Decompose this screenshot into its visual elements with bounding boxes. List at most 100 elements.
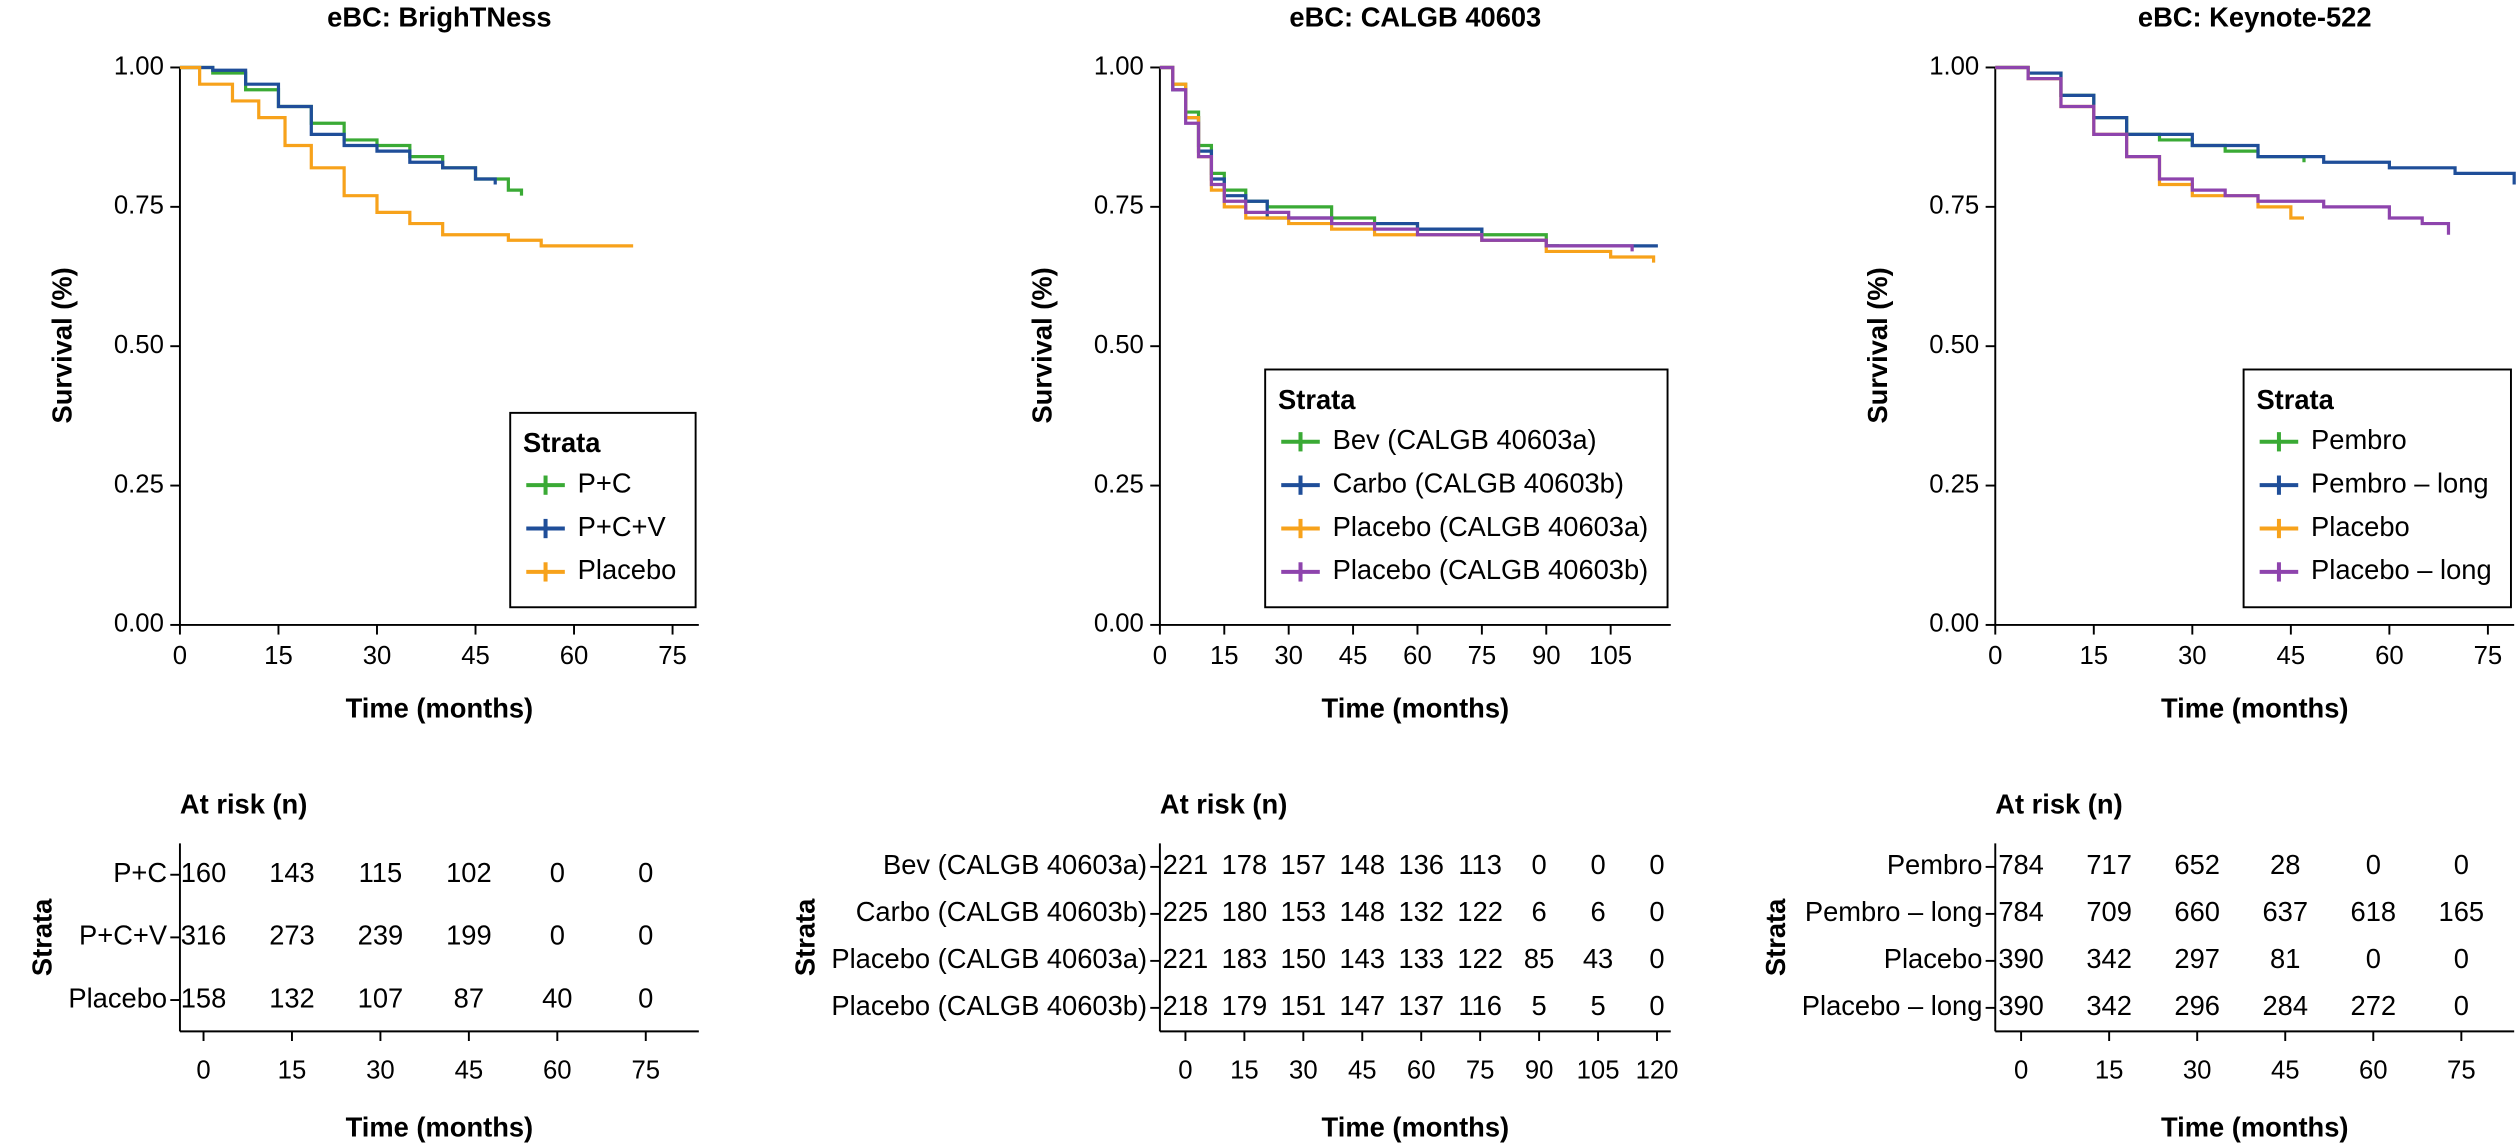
y-axis-label: Survival (%) [1026, 267, 1057, 423]
risk-table-title: At risk (n) [180, 789, 307, 820]
x-tick-label: 60 [1407, 1056, 1436, 1084]
risk-count: 0 [2454, 849, 2469, 880]
risk-count: 0 [550, 857, 565, 888]
risk-count: 122 [1457, 943, 1503, 974]
row-label: P+C [113, 857, 167, 888]
risk-count: 0 [1590, 849, 1605, 880]
survival-curve [179, 65, 634, 248]
y-tick-label: 0.50 [1929, 331, 1979, 359]
x-tick-label: 30 [1274, 642, 1303, 670]
risk-count: 81 [2270, 943, 2300, 974]
legend-label: Placebo (CALGB 40603b) [1333, 554, 1649, 585]
x-tick-label: 60 [543, 1056, 572, 1084]
risk-count: 115 [359, 857, 403, 888]
x-tick-label: 60 [1403, 642, 1432, 670]
risk-count: 148 [1340, 896, 1386, 927]
x-axis-label: Time (months) [346, 1112, 534, 1143]
x-tick-label: 30 [366, 1056, 395, 1084]
x-tick-label: 30 [1289, 1056, 1318, 1084]
legend-title: Strata [2256, 384, 2334, 415]
risk-count: 43 [1583, 943, 1613, 974]
legend-title: Strata [1278, 384, 1356, 415]
risk-count: 183 [1222, 943, 1268, 974]
risk-count: 618 [2351, 896, 2397, 927]
risk-count: 147 [1340, 990, 1386, 1021]
risk-count: 40 [542, 982, 572, 1013]
x-tick-label: 0 [2014, 1056, 2028, 1084]
legend: Strata P+C P+C+V Placebo [509, 411, 697, 609]
row-label: Pembro – long [1805, 896, 1983, 927]
table-y-label: Strata [1760, 898, 1791, 976]
legend: Strata Bev (CALGB 40603a) Carbo (CALGB 406… [1264, 368, 1669, 609]
risk-count: 637 [2262, 896, 2308, 927]
risk-count: 390 [1998, 943, 2044, 974]
risk-count: 116 [1458, 990, 1502, 1021]
x-tick-label: 15 [1210, 642, 1239, 670]
y-tick-label: 0.00 [1094, 610, 1144, 638]
risk-count: 390 [1998, 990, 2044, 1021]
risk-count: 157 [1281, 849, 1327, 880]
risk-count: 132 [269, 982, 315, 1013]
y-tick-label: 0.75 [114, 192, 164, 220]
legend-label: Placebo [578, 554, 677, 585]
y-tick-label: 0.50 [1094, 331, 1144, 359]
risk-count: 0 [1649, 990, 1664, 1021]
risk-count: 5 [1590, 990, 1605, 1021]
risk-count: 6 [1590, 896, 1605, 927]
risk-count: 273 [269, 920, 315, 951]
x-axis-label: Time (months) [1322, 692, 1510, 723]
x-tick-label: 15 [278, 1056, 307, 1084]
x-tick-label: 30 [2178, 642, 2207, 670]
risk-count: 158 [181, 982, 227, 1013]
risk-count: 0 [1649, 849, 1664, 880]
x-tick-label: 15 [1230, 1056, 1259, 1084]
risk-count: 0 [2366, 943, 2381, 974]
risk-count: 0 [1532, 849, 1547, 880]
y-tick-label: 0.75 [1929, 192, 1979, 220]
row-label: Placebo (CALGB 40603a) [831, 943, 1147, 974]
risk-count: 297 [2174, 943, 2220, 974]
risk-count: 6 [1532, 896, 1547, 927]
x-axis-label: Time (months) [1322, 1112, 1510, 1143]
risk-count: 221 [1163, 849, 1209, 880]
risk-count: 221 [1163, 943, 1209, 974]
x-tick-label: 90 [1525, 1056, 1554, 1084]
risk-count: 652 [2174, 849, 2220, 880]
risk-count: 0 [2366, 849, 2381, 880]
row-label: Bev (CALGB 40603a) [883, 849, 1147, 880]
legend: Strata Pembro Pembro – long Placebo Placebo … [2242, 368, 2512, 609]
risk-count: 165 [2439, 896, 2485, 927]
risk-count: 179 [1222, 990, 1268, 1021]
risk-count: 225 [1163, 896, 1209, 927]
x-tick-label: 90 [1532, 642, 1561, 670]
x-tick-label: 120 [1636, 1056, 1679, 1084]
risk-table-title: At risk (n) [1160, 789, 1287, 820]
risk-count: 0 [638, 920, 653, 951]
chart-title: eBC: CALGB 40603 [1289, 1, 1541, 32]
risk-count: 87 [454, 982, 484, 1013]
risk-count: 151 [1281, 990, 1327, 1021]
legend-box [509, 411, 697, 609]
risk-count: 296 [2174, 990, 2220, 1021]
x-tick-label: 75 [1466, 1056, 1495, 1084]
risk-count: 148 [1340, 849, 1386, 880]
risk-count: 136 [1398, 849, 1444, 880]
x-tick-label: 75 [658, 642, 687, 670]
risk-count: 133 [1398, 943, 1444, 974]
risk-count: 107 [358, 982, 404, 1013]
legend-label: P+C [578, 467, 632, 498]
risk-count: 0 [550, 920, 565, 951]
survival-curve [1159, 65, 1560, 248]
risk-count: 180 [1222, 896, 1268, 927]
x-tick-label: 0 [1153, 642, 1167, 670]
risk-count: 218 [1163, 990, 1209, 1021]
risk-count: 717 [2086, 849, 2132, 880]
x-tick-label: 0 [1178, 1056, 1192, 1084]
x-tick-label: 15 [264, 642, 293, 670]
chart-title: eBC: BrighTNess [327, 1, 551, 32]
table-y-label: Strata [27, 898, 58, 976]
survival-curve [1995, 65, 2516, 185]
y-tick-label: 0.00 [114, 610, 164, 638]
